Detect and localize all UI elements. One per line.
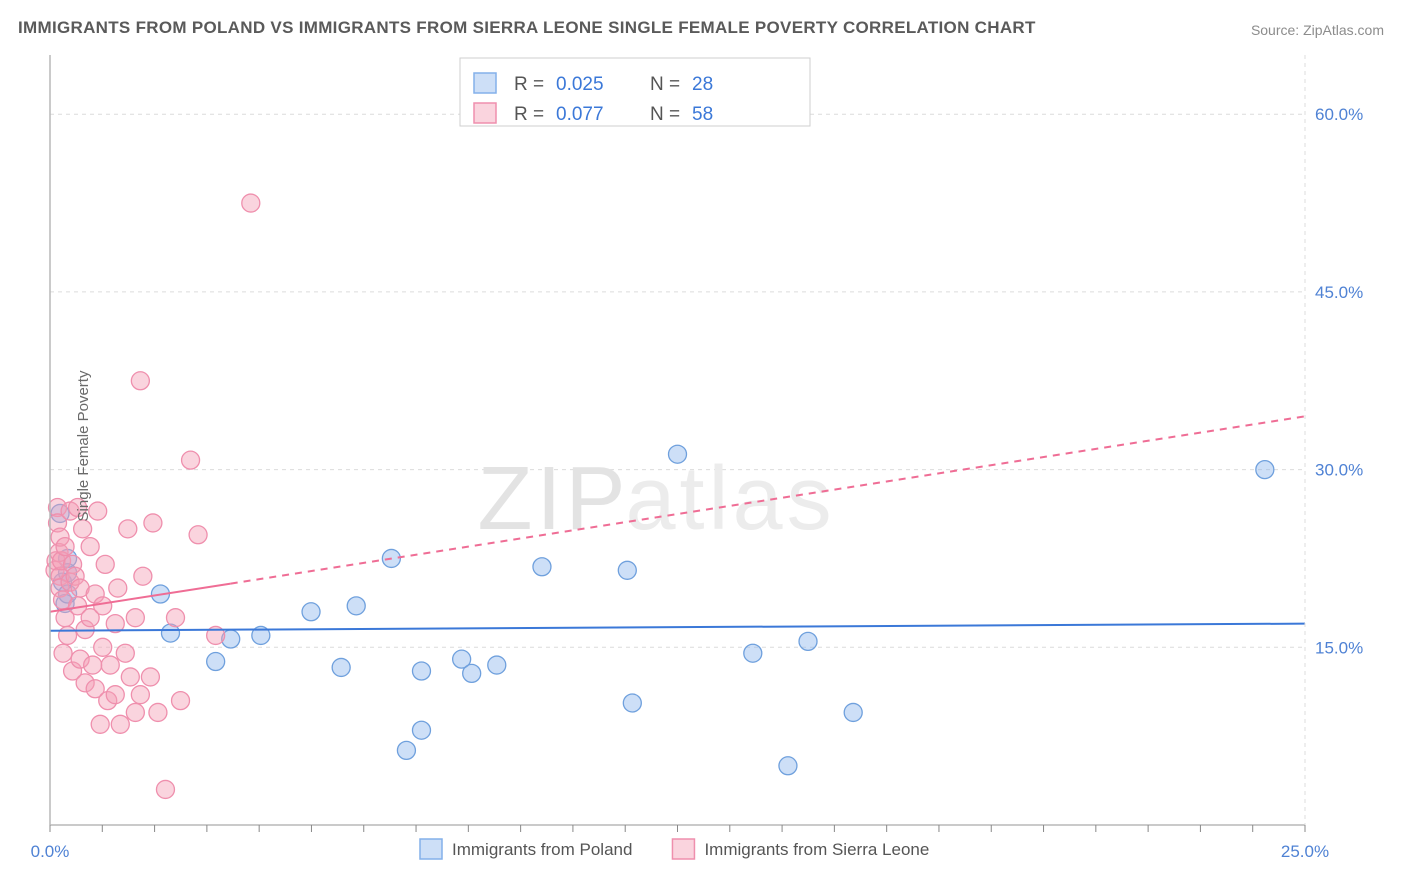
data-point-series-1 (149, 703, 167, 721)
data-point-series-0 (412, 721, 430, 739)
stats-r-value: 0.025 (556, 74, 604, 95)
data-point-series-0 (397, 741, 415, 759)
data-point-series-0 (799, 632, 817, 650)
data-point-series-1 (54, 644, 72, 662)
data-point-series-0 (779, 757, 797, 775)
x-tick-label: 25.0% (1281, 842, 1329, 861)
data-point-series-1 (134, 567, 152, 585)
bottom-legend-swatch (420, 839, 442, 859)
trend-line-series-0 (50, 624, 1305, 631)
data-point-series-1 (81, 538, 99, 556)
stats-n-value: 58 (692, 104, 713, 125)
stats-swatch (474, 73, 496, 93)
data-point-series-0 (623, 694, 641, 712)
data-point-series-1 (141, 668, 159, 686)
correlation-scatter-chart: 15.0%30.0%45.0%60.0%ZIPatlas0.0%25.0%R =… (0, 0, 1406, 892)
data-point-series-1 (156, 780, 174, 798)
data-point-series-1 (111, 715, 129, 733)
data-point-series-0 (412, 662, 430, 680)
data-point-series-0 (463, 664, 481, 682)
data-point-series-0 (347, 597, 365, 615)
data-point-series-1 (131, 686, 149, 704)
stats-r-label: R = (514, 104, 544, 125)
x-tick-label: 0.0% (31, 842, 70, 861)
data-point-series-1 (119, 520, 137, 538)
data-point-series-1 (74, 520, 92, 538)
data-point-series-0 (488, 656, 506, 674)
stats-swatch (474, 103, 496, 123)
y-tick-label: 15.0% (1315, 638, 1363, 657)
data-point-series-1 (109, 579, 127, 597)
stats-r-value: 0.077 (556, 104, 604, 125)
data-point-series-1 (56, 538, 74, 556)
y-tick-label: 30.0% (1315, 461, 1363, 480)
data-point-series-0 (207, 653, 225, 671)
data-point-series-0 (533, 558, 551, 576)
data-point-series-1 (96, 555, 114, 573)
data-point-series-1 (101, 656, 119, 674)
data-point-series-1 (126, 703, 144, 721)
data-point-series-1 (121, 668, 139, 686)
data-point-series-0 (332, 658, 350, 676)
y-axis-label: Single Female Poverty (75, 371, 92, 522)
data-point-series-1 (167, 609, 185, 627)
data-point-series-1 (84, 656, 102, 674)
bottom-legend-label: Immigrants from Sierra Leone (704, 840, 929, 859)
data-point-series-1 (126, 609, 144, 627)
data-point-series-1 (59, 626, 77, 644)
stats-n-value: 28 (692, 74, 713, 95)
data-point-series-0 (618, 561, 636, 579)
data-point-series-1 (189, 526, 207, 544)
data-point-series-1 (116, 644, 134, 662)
data-point-series-1 (242, 194, 260, 212)
data-point-series-1 (172, 692, 190, 710)
data-point-series-0 (1256, 461, 1274, 479)
bottom-legend-label: Immigrants from Poland (452, 840, 632, 859)
data-point-series-1 (131, 372, 149, 390)
data-point-series-0 (302, 603, 320, 621)
stats-n-label: N = (650, 104, 680, 125)
source-label: Source: ZipAtlas.com (1251, 22, 1384, 38)
data-point-series-0 (669, 445, 687, 463)
stats-panel (460, 58, 810, 126)
data-point-series-0 (744, 644, 762, 662)
data-point-series-1 (106, 686, 124, 704)
data-point-series-1 (91, 715, 109, 733)
data-point-series-1 (94, 597, 112, 615)
data-point-series-1 (182, 451, 200, 469)
watermark: atlas (626, 449, 836, 549)
y-tick-label: 60.0% (1315, 105, 1363, 124)
y-tick-label: 45.0% (1315, 283, 1363, 302)
bottom-legend-swatch (672, 839, 694, 859)
stats-r-label: R = (514, 74, 544, 95)
chart-title: IMMIGRANTS FROM POLAND VS IMMIGRANTS FRO… (18, 18, 1036, 38)
data-point-series-1 (94, 638, 112, 656)
data-point-series-1 (144, 514, 162, 532)
data-point-series-0 (844, 703, 862, 721)
stats-n-label: N = (650, 74, 680, 95)
